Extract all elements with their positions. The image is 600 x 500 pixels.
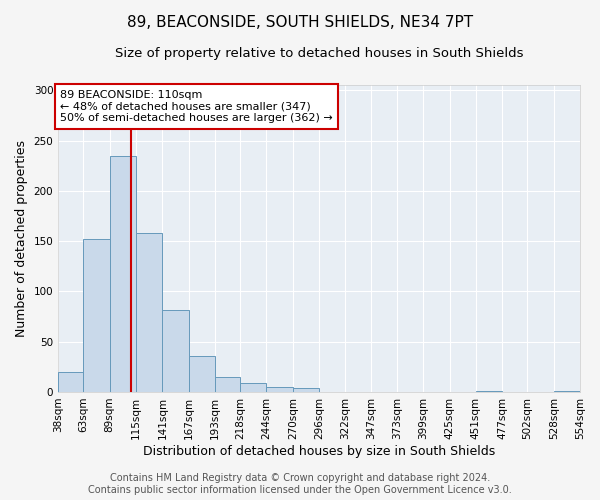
- Y-axis label: Number of detached properties: Number of detached properties: [15, 140, 28, 337]
- Bar: [188, 356, 215, 392]
- X-axis label: Distribution of detached houses by size in South Shields: Distribution of detached houses by size …: [143, 444, 495, 458]
- Bar: [136, 233, 163, 392]
- Title: Size of property relative to detached houses in South Shields: Size of property relative to detached ho…: [115, 48, 523, 60]
- Bar: [293, 388, 319, 392]
- Bar: [240, 383, 266, 392]
- Text: 89, BEACONSIDE, SOUTH SHIELDS, NE34 7PT: 89, BEACONSIDE, SOUTH SHIELDS, NE34 7PT: [127, 15, 473, 30]
- Bar: [215, 377, 240, 392]
- Bar: [163, 310, 188, 392]
- Bar: [83, 239, 110, 392]
- Bar: [554, 391, 580, 392]
- Bar: [266, 387, 293, 392]
- Bar: [110, 156, 136, 392]
- Text: Contains HM Land Registry data © Crown copyright and database right 2024.
Contai: Contains HM Land Registry data © Crown c…: [88, 474, 512, 495]
- Bar: [58, 372, 83, 392]
- Bar: [476, 391, 502, 392]
- Text: 89 BEACONSIDE: 110sqm
← 48% of detached houses are smaller (347)
50% of semi-det: 89 BEACONSIDE: 110sqm ← 48% of detached …: [60, 90, 333, 123]
